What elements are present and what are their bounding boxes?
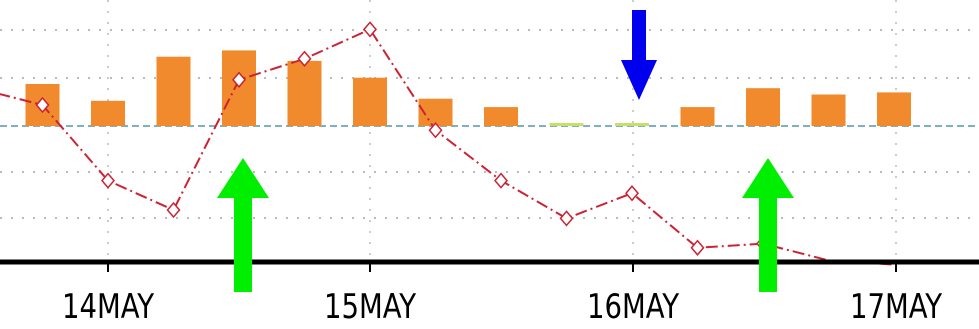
series-point [559,210,574,227]
x-tick-label: 14MAY [62,287,154,327]
series-point [363,21,377,38]
bar [549,123,584,126]
bar [91,100,125,126]
series-point [166,201,181,219]
bar-series [25,50,911,127]
series-point [101,172,115,189]
bar [877,92,911,126]
series-point [232,71,246,88]
arrow-down-icon [621,10,657,100]
bar [811,94,846,126]
bar [287,60,322,126]
annotation-arrows [217,10,794,292]
series-point [690,239,705,256]
series-point [35,96,50,114]
series-point [428,122,443,139]
bar [746,88,780,126]
bar [484,107,518,126]
bar [615,123,649,126]
series-point [625,185,639,202]
bar [222,50,256,126]
bar [156,56,191,127]
arrow-up-icon [742,158,794,292]
chart-grid [0,0,979,262]
series-point [494,172,508,189]
series-point [297,50,312,67]
x-tick-label: 15MAY [324,287,416,327]
bar [353,77,387,126]
x-axis-ticks: 14MAY 15MAY 16MAY 17MAY [62,262,942,327]
x-tick-label: 17MAY [850,287,942,327]
arrow-up-icon [217,158,269,292]
bar [680,107,715,126]
x-tick-label: 16MAY [587,287,679,327]
